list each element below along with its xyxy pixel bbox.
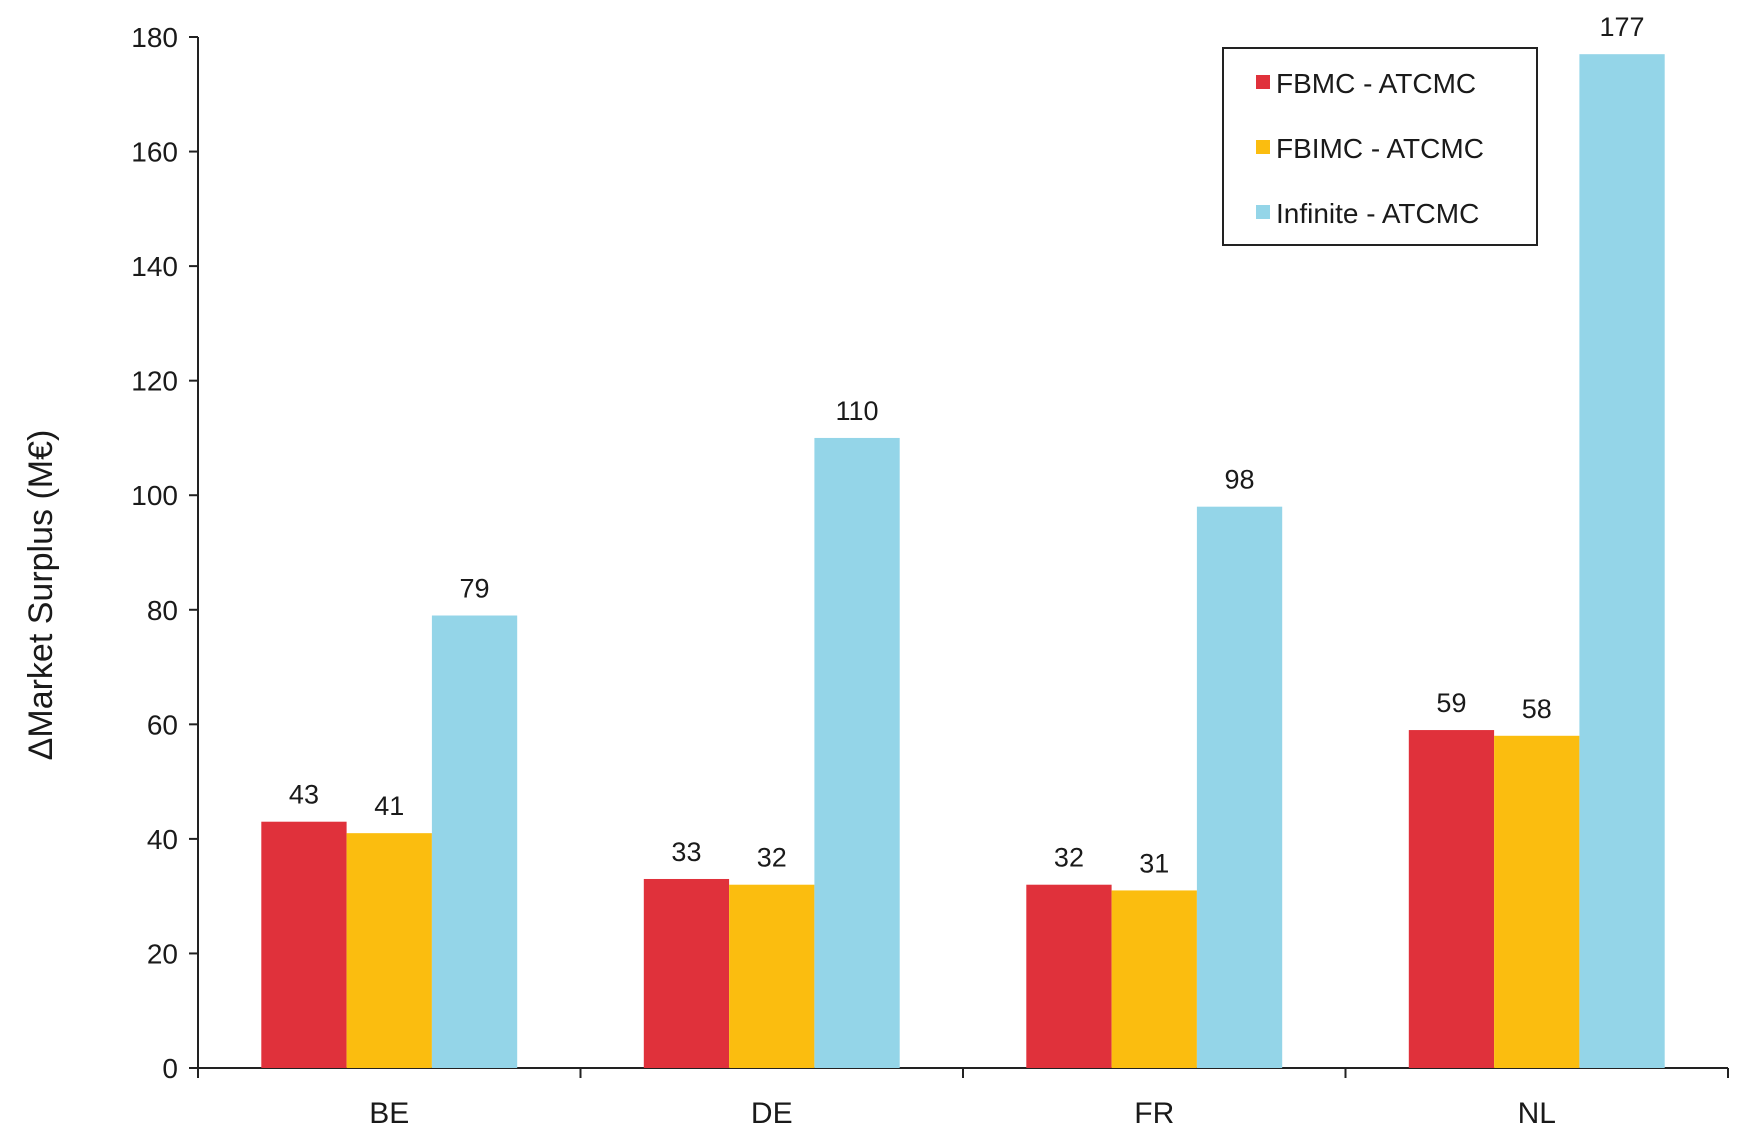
- y-tick-label: 100: [131, 480, 178, 511]
- y-axis: 0 20 40 60 80 100 120 140 160 180: [131, 22, 199, 1084]
- bar-value-label: 41: [374, 791, 404, 821]
- bars: [261, 54, 1665, 1069]
- legend-label: Infinite - ATCMC: [1276, 198, 1479, 229]
- y-tick-label: 180: [131, 22, 178, 53]
- bar-de-1: [729, 884, 815, 1068]
- bar-value-label: 32: [1054, 843, 1084, 873]
- y-tick-label: 0: [162, 1053, 178, 1084]
- bar-fr-1: [1111, 890, 1197, 1068]
- legend-swatch: [1256, 75, 1270, 89]
- bar-fr-2: [1196, 506, 1283, 1069]
- y-tick-label: 60: [147, 709, 178, 740]
- bar-value-label: 58: [1522, 694, 1552, 724]
- y-tick-label: 120: [131, 366, 178, 397]
- y-tick-label: 20: [147, 938, 178, 969]
- bar-value-label: 33: [671, 837, 701, 867]
- bar-value-label: 31: [1139, 848, 1169, 878]
- y-tick-label: 40: [147, 824, 178, 855]
- bar-value-label: 43: [289, 780, 319, 810]
- bar-value-label: 98: [1225, 465, 1255, 495]
- bar-nl-0: [1408, 730, 1495, 1068]
- bar-de-2: [814, 437, 900, 1068]
- bar-be-2: [431, 615, 518, 1068]
- bar-value-label: 177: [1600, 12, 1645, 42]
- bar-value-label: 32: [757, 843, 787, 873]
- legend-box: [1222, 47, 1538, 246]
- x-category-label: NL: [1518, 1097, 1556, 1128]
- legend: FBMC - ATCMC FBIMC - ATCMC Infinite - ATCM…: [1222, 47, 1538, 246]
- y-axis-title: ΔMarket Surplus (M€): [22, 430, 60, 761]
- bar-value-label: 59: [1436, 688, 1466, 718]
- bar-nl-2: [1579, 54, 1665, 1068]
- bar-be-1: [346, 833, 432, 1068]
- bar-value-label: 110: [836, 396, 879, 426]
- x-axis: BE DE FR NL: [197, 1067, 1729, 1128]
- bar-value-label: 79: [460, 574, 490, 604]
- legend-swatch: [1256, 140, 1270, 154]
- legend-swatch: [1256, 205, 1270, 219]
- bar-de-0: [643, 878, 730, 1068]
- x-category-label: BE: [369, 1097, 409, 1128]
- bar-be-0: [261, 821, 347, 1068]
- y-tick-label: 140: [131, 251, 178, 282]
- x-category-label: FR: [1134, 1097, 1174, 1128]
- bar-nl-1: [1494, 735, 1580, 1068]
- legend-label: FBIMC - ATCMC: [1276, 133, 1484, 164]
- data-labels: 43 33 32 59 41 32 31 58 79 110 98 177: [289, 12, 1645, 878]
- y-tick-label: 80: [147, 595, 178, 626]
- x-category-label: DE: [751, 1097, 793, 1128]
- legend-label: FBMC - ATCMC: [1276, 68, 1476, 99]
- bar-fr-0: [1026, 884, 1112, 1068]
- y-tick-label: 160: [131, 137, 178, 168]
